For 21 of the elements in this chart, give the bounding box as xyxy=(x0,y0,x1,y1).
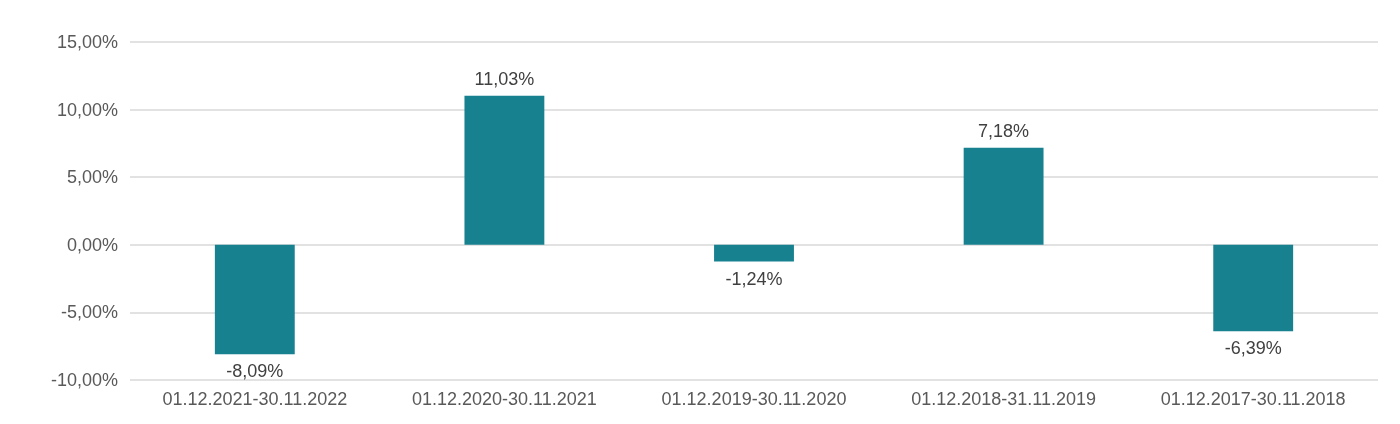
y-tick-label: 5,00% xyxy=(66,167,118,188)
data-label: -1,24% xyxy=(725,268,783,289)
x-tick-label: 01.12.2019-30.11.2020 xyxy=(661,389,847,409)
y-tick-label: 15,00% xyxy=(56,32,118,52)
data-label: -6,39% xyxy=(1224,338,1282,359)
x-tick-label: 01.12.2018-31.11.2019 xyxy=(911,389,1097,409)
data-label: -8,09% xyxy=(226,361,284,382)
x-tick-label: 01.12.2021-30.11.2022 xyxy=(162,389,348,409)
bar xyxy=(1213,244,1294,332)
y-tick-label: -10,00% xyxy=(50,370,118,390)
y-tick-label: 10,00% xyxy=(56,99,118,120)
y-tick-label: 0,00% xyxy=(66,234,118,255)
bar xyxy=(714,244,794,262)
data-label: 11,03% xyxy=(474,68,535,89)
bar xyxy=(464,95,545,245)
x-tick-label: 01.12.2020-30.11.2021 xyxy=(411,389,597,409)
y-tick-label: -5,00% xyxy=(60,302,118,323)
bar xyxy=(963,147,1044,245)
bar xyxy=(214,244,295,355)
x-tick-label: 01.12.2017-30.11.2018 xyxy=(1160,389,1346,409)
data-label: 7,18% xyxy=(978,120,1030,141)
